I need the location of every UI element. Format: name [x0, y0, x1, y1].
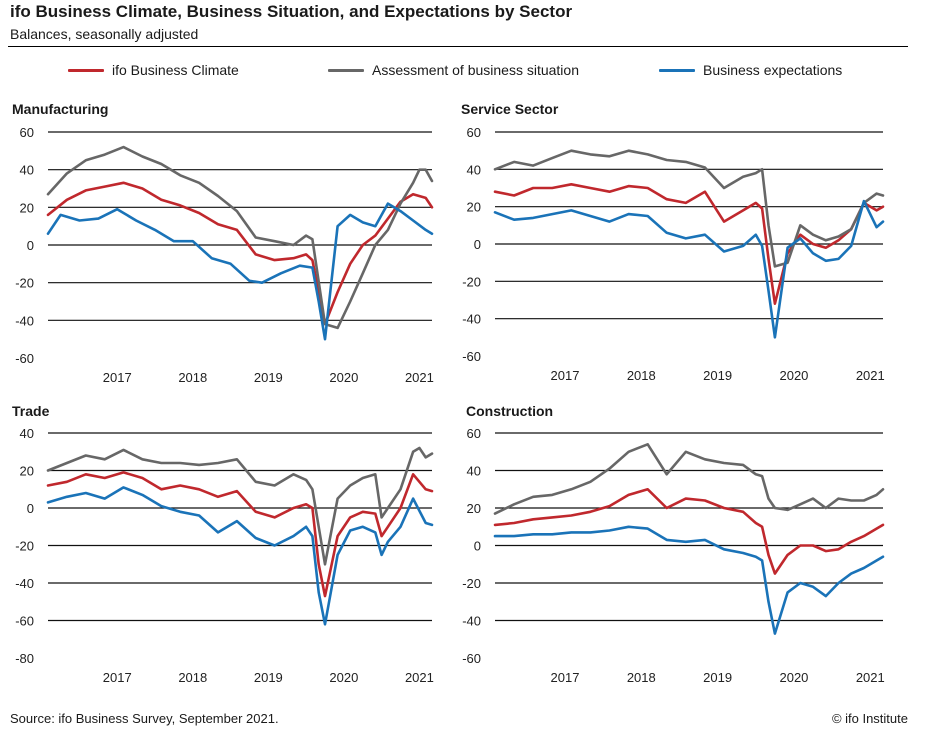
y-tick-label: 20 — [467, 501, 481, 516]
panel-service-sector: Service Sector 60 40 20 0 -20 -40 -60 2017 2018 20… — [461, 101, 885, 383]
panel-title-service-sector: Service Sector — [461, 101, 559, 117]
series-line-ifo-business-climate — [46, 471, 434, 598]
y-tick-label: -20 — [462, 576, 481, 591]
x-tick-label: 2018 — [627, 368, 656, 383]
series-line-business-expectations — [46, 486, 434, 626]
y-tick-label: 20 — [20, 464, 34, 479]
y-tick-label: 20 — [467, 200, 481, 215]
series-line-assessment-of-business-situation — [46, 145, 434, 330]
y-tick-label: -80 — [15, 651, 34, 666]
series-line-business-expectations — [493, 199, 885, 339]
legend-swatch-situation — [328, 68, 364, 72]
legend-label-expectations: Business expectations — [703, 62, 843, 78]
x-tick-label: 2018 — [627, 670, 656, 685]
x-tick-label: 2021 — [405, 370, 434, 385]
y-tick-label: 0 — [474, 539, 481, 554]
y-tick-label: 0 — [27, 501, 34, 516]
x-tick-label: 2019 — [254, 670, 283, 685]
panel-manufacturing: Manufacturing 60 40 20 0 -20 -40 -60 2017 2018 201… — [12, 101, 434, 385]
y-tick-label: -40 — [15, 576, 34, 591]
y-tick-label: 40 — [467, 464, 481, 479]
x-tick-label: 2019 — [254, 370, 283, 385]
y-tick-label: -20 — [15, 276, 34, 291]
y-tick-label: -20 — [462, 274, 481, 289]
y-tick-label: 60 — [467, 125, 481, 140]
series-line-assessment-of-business-situation — [46, 446, 434, 566]
series-line-ifo-business-climate — [46, 181, 434, 326]
x-tick-label: 2018 — [178, 670, 207, 685]
y-tick-label: -20 — [15, 539, 34, 554]
x-tick-label: 2020 — [779, 368, 808, 383]
y-tick-label: -40 — [15, 313, 34, 328]
legend-label-climate: ifo Business Climate — [112, 62, 239, 78]
y-tick-label: 0 — [474, 237, 481, 252]
legend-label-situation: Assessment of business situation — [372, 62, 579, 78]
x-tick-label: 2017 — [551, 368, 580, 383]
series-line-business-expectations — [493, 525, 885, 635]
y-tick-label: 60 — [467, 426, 481, 441]
y-tick-label: -60 — [462, 349, 481, 364]
x-tick-label: 2021 — [405, 670, 434, 685]
x-tick-label: 2021 — [856, 670, 885, 685]
x-tick-label: 2020 — [329, 670, 358, 685]
x-tick-label: 2019 — [703, 670, 732, 685]
panel-construction: Construction 60 40 20 0 -20 -40 -60 2017 2018 2019… — [462, 403, 885, 685]
series-line-ifo-business-climate — [493, 183, 885, 306]
y-tick-label: -60 — [15, 351, 34, 366]
charts-canvas: Manufacturing 60 40 20 0 -20 -40 -60 2017 2018 201… — [12, 101, 885, 685]
y-tick-label: -60 — [462, 651, 481, 666]
panel-title-construction: Construction — [466, 403, 553, 419]
y-tick-label: 60 — [20, 125, 34, 140]
x-tick-label: 2018 — [178, 370, 207, 385]
x-tick-label: 2019 — [703, 368, 732, 383]
legend-item-situation: Assessment of business situation — [328, 62, 579, 78]
y-tick-label: 0 — [27, 238, 34, 253]
y-tick-label: -60 — [15, 614, 34, 629]
series-line-assessment-of-business-situation — [493, 149, 885, 268]
panel-title-manufacturing: Manufacturing — [12, 101, 108, 117]
legend-swatch-expectations — [659, 68, 695, 72]
x-tick-label: 2020 — [779, 670, 808, 685]
legend-item-climate: ifo Business Climate — [68, 62, 239, 78]
chart-subtitle: Balances, seasonally adjusted — [10, 26, 199, 42]
x-tick-label: 2020 — [329, 370, 358, 385]
series-line-ifo-business-climate — [493, 487, 885, 575]
y-tick-label: -40 — [462, 312, 481, 327]
y-tick-label: 40 — [20, 163, 34, 178]
x-tick-label: 2017 — [103, 370, 132, 385]
chart-title: ifo Business Climate, Business Situation… — [10, 2, 573, 21]
y-tick-label: 40 — [467, 162, 481, 177]
x-tick-label: 2021 — [856, 368, 885, 383]
y-tick-label: 40 — [20, 426, 34, 441]
y-tick-label: -40 — [462, 614, 481, 629]
panel-trade: Trade 40 20 0 -20 -40 -60 -80 2017 2018 2019 2020 20… — [12, 403, 434, 685]
source-note: Source: ifo Business Survey, September 2… — [10, 711, 279, 726]
series-line-business-expectations — [46, 202, 434, 341]
series-line-assessment-of-business-situation — [493, 442, 885, 515]
legend: ifo Business Climate Assessment of busin… — [0, 62, 948, 86]
legend-swatch-climate — [68, 68, 104, 72]
x-tick-label: 2017 — [551, 670, 580, 685]
legend-item-expectations: Business expectations — [659, 62, 842, 78]
y-tick-label: 20 — [20, 200, 34, 215]
header-divider — [8, 46, 908, 47]
x-tick-label: 2017 — [103, 670, 132, 685]
copyright-note: © ifo Institute — [831, 711, 908, 726]
panel-title-trade: Trade — [12, 403, 50, 419]
